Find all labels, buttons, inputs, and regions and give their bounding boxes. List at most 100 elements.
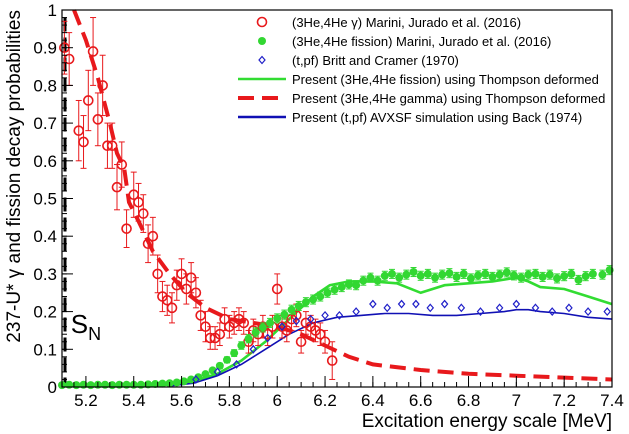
- data-point: [553, 274, 561, 283]
- data-point: [237, 341, 246, 350]
- legend-swatch: [258, 37, 266, 45]
- data-point: [352, 307, 360, 317]
- x-axis-title: Excitation energy scale [MeV]: [362, 411, 612, 432]
- data-point: [531, 303, 540, 313]
- y-tick-label: 1: [48, 1, 57, 20]
- data-point: [548, 307, 557, 317]
- data-point: [397, 299, 406, 309]
- data-point: [192, 375, 200, 384]
- data-point: [323, 288, 332, 297]
- y-tick-label: 0.9: [33, 39, 57, 58]
- series-line: [62, 276, 613, 388]
- data-point: [383, 303, 392, 313]
- data-point: [495, 270, 504, 279]
- legend-label: (3He,4He γ) Marini, Jurado et al. (2016): [292, 15, 521, 30]
- data-point: [172, 378, 181, 387]
- legend-swatch: [258, 55, 266, 65]
- data-point: [190, 287, 202, 299]
- data-point: [380, 271, 389, 280]
- data-point: [278, 322, 286, 332]
- series-2: [192, 299, 612, 384]
- data-point: [466, 274, 475, 283]
- data-point: [86, 381, 95, 390]
- data-point: [214, 328, 226, 340]
- data-point: [531, 269, 540, 278]
- data-point: [445, 269, 454, 278]
- data-point: [423, 269, 432, 278]
- data-point: [213, 367, 222, 377]
- data-point: [187, 375, 196, 384]
- data-point: [502, 268, 511, 277]
- data-point: [574, 275, 583, 284]
- data-point: [97, 80, 108, 91]
- y-axis-title: 237-U* γ and fission decay probabilities: [4, 10, 25, 343]
- data-point: [588, 269, 597, 278]
- data-point: [438, 270, 447, 279]
- data-point: [158, 379, 167, 388]
- data-point: [476, 307, 485, 317]
- legend-label: (t,pf) Britt and Cramer (1970): [292, 53, 459, 68]
- data-point: [306, 314, 315, 324]
- data-point: [509, 271, 518, 280]
- sn-annotation-subscript: N: [88, 324, 101, 344]
- data-point: [316, 292, 325, 301]
- x-tick-label: 5.6: [170, 391, 194, 410]
- data-point: [87, 46, 99, 57]
- x-tick-label: 6.4: [361, 391, 385, 410]
- data-point: [402, 270, 411, 279]
- data-point: [271, 283, 283, 295]
- y-tick-label: 0.5: [33, 190, 57, 209]
- y-tick-label: 0.4: [33, 227, 57, 246]
- data-point: [517, 273, 526, 282]
- data-point: [92, 114, 104, 125]
- x-tick-label: 6.8: [457, 391, 481, 410]
- data-point: [373, 276, 382, 285]
- data-point: [280, 310, 289, 319]
- y-tick-label: 0: [48, 378, 57, 397]
- data-point: [78, 136, 89, 148]
- data-point: [138, 208, 149, 219]
- x-tick-label: 7.2: [552, 391, 576, 410]
- data-point: [295, 336, 307, 348]
- data-point: [584, 307, 592, 317]
- x-tick-label: 6: [272, 391, 281, 410]
- data-point: [545, 270, 554, 279]
- data-point: [452, 272, 461, 281]
- x-tick-label: 5.8: [218, 391, 242, 410]
- data-point: [409, 268, 418, 277]
- data-point: [337, 283, 346, 292]
- data-point: [431, 273, 440, 282]
- data-point: [223, 355, 231, 364]
- data-point: [335, 310, 344, 320]
- data-point: [249, 344, 258, 354]
- data-point: [251, 328, 260, 337]
- x-tick-label: 6.6: [409, 391, 433, 410]
- x-tick-label: 5.4: [122, 391, 146, 410]
- data-point: [344, 280, 353, 289]
- data-point: [106, 140, 118, 152]
- data-point: [457, 303, 466, 313]
- data-point: [603, 307, 612, 317]
- x-tick-label: 5.2: [74, 391, 98, 410]
- data-point: [321, 310, 329, 320]
- data-point: [215, 361, 224, 370]
- data-point: [201, 370, 210, 379]
- y-tick-label: 0.7: [33, 114, 57, 133]
- data-point: [273, 314, 282, 323]
- data-point: [309, 295, 318, 304]
- data-point: [538, 272, 547, 281]
- data-point: [258, 323, 267, 332]
- data-point: [581, 272, 590, 281]
- data-point: [147, 230, 159, 242]
- data-point: [294, 301, 303, 310]
- data-point: [116, 159, 128, 170]
- data-point: [440, 299, 449, 309]
- data-point: [495, 303, 504, 313]
- data-point: [287, 305, 296, 314]
- data-point: [567, 269, 576, 278]
- y-tick-label: 0.3: [33, 265, 57, 284]
- data-point: [63, 53, 75, 65]
- sn-annotation-main: S: [71, 309, 88, 339]
- data-point: [416, 271, 425, 280]
